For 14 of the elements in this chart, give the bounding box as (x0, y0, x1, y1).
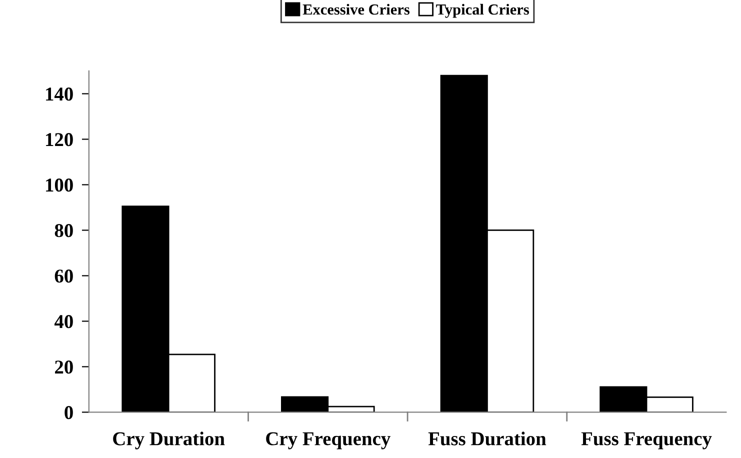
legend-label: Typical Criers (436, 4, 529, 18)
y-tick-label: 60 (54, 270, 73, 283)
y-tick-label: 80 (54, 224, 73, 238)
x-tick-label: Fuss Frequency (581, 432, 712, 450)
y-tick-label: 140 (46, 88, 73, 101)
x-tick-label: Fuss Duration (428, 432, 546, 446)
y-tick-label: 40 (54, 315, 73, 328)
y-tick-label: 100 (46, 178, 73, 192)
x-tick-label: Cry Frequency (266, 432, 390, 450)
x-tick-label: Cry Duration (113, 432, 225, 450)
y-tick-label: 120 (46, 133, 73, 146)
legend-label: Excessive Criers (302, 4, 410, 15)
y-tick-label: 0 (64, 406, 73, 420)
y-tick-label: 20 (55, 360, 73, 374)
